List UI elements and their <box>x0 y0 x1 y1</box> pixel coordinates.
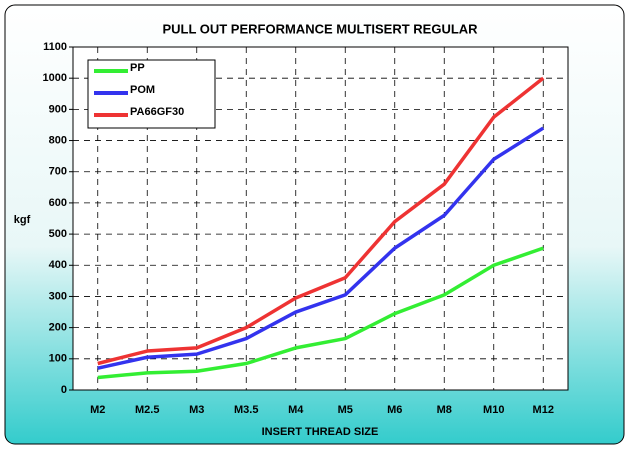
legend-label: POM <box>130 84 155 96</box>
series-line <box>97 76 545 366</box>
y-tick-label: 800 <box>49 134 67 146</box>
y-tick-label: 500 <box>49 228 67 240</box>
legend-label: PA66GF30 <box>130 106 184 118</box>
x-tick-label: M3.5 <box>234 404 258 416</box>
y-tick-label: 300 <box>49 290 67 302</box>
y-tick-label: 0 <box>61 384 67 396</box>
y-axis-label: kgf <box>14 214 31 226</box>
x-tick-label: M2.5 <box>135 404 159 416</box>
x-tick-label: M10 <box>483 404 504 416</box>
y-tick-label: 100 <box>49 353 67 365</box>
x-tick-label: M3 <box>189 404 204 416</box>
x-tick-label: M2 <box>90 404 105 416</box>
y-tick-label: 1100 <box>43 41 67 53</box>
chart-title: PULL OUT PERFORMANCE MULTISERT REGULAR <box>162 21 478 36</box>
x-axis-label: INSERT THREAD SIZE <box>262 426 379 438</box>
y-tick-label: 600 <box>49 197 67 209</box>
y-tick-label: 400 <box>49 259 67 271</box>
y-tick-label: 900 <box>49 103 67 115</box>
x-tick-label: M5 <box>338 404 353 416</box>
series-line <box>97 126 545 370</box>
legend-label: PP <box>130 62 145 74</box>
y-tick-label: 1000 <box>43 72 67 84</box>
y-tick-label: 700 <box>49 166 67 178</box>
x-tick-label: M12 <box>533 404 554 416</box>
series-line <box>97 246 544 380</box>
x-tick-label: M4 <box>288 404 304 416</box>
x-tick-label: M8 <box>437 404 452 416</box>
x-tick-label: M6 <box>387 404 402 416</box>
y-tick-label: 200 <box>49 322 67 334</box>
